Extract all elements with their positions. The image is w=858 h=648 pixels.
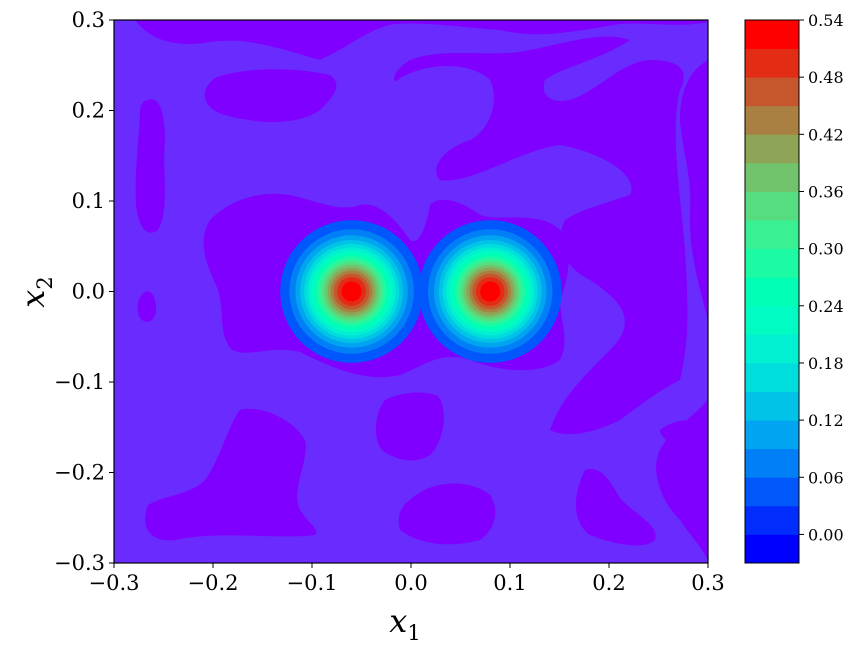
colorbar-band [745,334,799,364]
colorbar-tick-label: 0.42 [808,125,844,144]
colorbar-tick-label: 0.18 [808,354,844,373]
neg-patch [145,408,317,541]
plot-area [114,20,708,563]
x-tick-label: 0.2 [592,571,625,595]
colorbar [745,20,799,564]
colorbar-tick-label: 0.12 [808,411,844,430]
peak-level-ring [341,281,362,302]
colorbar-band [745,105,799,135]
colorbar-band [745,448,799,478]
colorbar-band [745,248,799,278]
neg-patch [398,483,496,545]
neg-patch [137,291,157,322]
colorbar-tick-label: 0.48 [808,68,844,87]
x-axis-ticks: −0.3 −0.2 −0.1 0.0 0.1 0.2 0.3 [89,563,725,595]
colorbar-tick-label: 0.24 [808,297,844,316]
colorbar-tick-label: 0.36 [808,182,844,201]
y-tick-label: 0.3 [72,8,105,32]
colorbar-band [745,191,799,221]
colorbar-band [745,20,799,49]
y-axis-ticks: −0.3 −0.2 −0.1 0.0 0.1 0.2 0.3 [54,8,114,575]
x-tick-label: −0.3 [89,571,140,595]
x-axis-label: x1 [389,602,420,645]
y-axis-label: x2 [14,276,57,307]
colorbar-band [745,220,799,250]
x-tick-label: 0.3 [691,571,724,595]
x-tick-label: 0.1 [493,571,526,595]
colorbar-band [745,77,799,107]
colorbar-band [745,391,799,421]
colorbar-tick-label: 0.54 [808,11,844,30]
peak-contours [280,220,562,363]
x-tick-label: 0.0 [394,571,427,595]
y-tick-label: 0.2 [72,99,105,123]
neg-patch [660,420,708,520]
colorbar-band [745,305,799,335]
y-tick-label: 0.1 [72,189,105,213]
neg-patch [394,36,688,435]
neg-patch [375,392,444,461]
x-tick-label: −0.2 [188,571,239,595]
y-tick-label: −0.1 [54,370,105,394]
colorbar-band [745,362,799,392]
peak-level-ring [480,281,501,302]
colorbar-tick-label: 0.00 [808,525,844,544]
neg-patch [204,69,337,122]
colorbar-frame [744,19,800,564]
y-tick-label: 0.0 [72,280,105,304]
colorbar-tick-label: 0.06 [808,468,844,487]
y-tick-label: −0.3 [54,551,105,575]
colorbar-band [745,134,799,164]
x-tick-label: −0.1 [287,571,338,595]
colorbar-band [745,477,799,507]
colorbar-band [745,534,799,564]
colorbar-ticks: 0.00 0.06 0.12 0.18 0.24 0.30 0.36 0.42 0.48 0.54 [799,11,844,544]
colorbar-band [745,277,799,307]
colorbar-band [745,505,799,535]
colorbar-band [745,162,799,192]
colorbar-tick-label: 0.30 [808,240,844,259]
neg-patch [135,99,165,233]
neg-patch [575,469,656,546]
colorbar-band [745,420,799,450]
colorbar-band [745,48,799,78]
y-tick-label: −0.2 [54,461,105,485]
